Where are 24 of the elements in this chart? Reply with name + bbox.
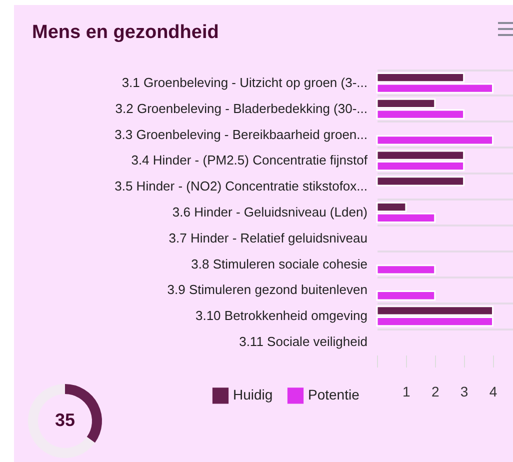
x-tick-label: 3	[460, 384, 468, 400]
y-tick-label: 3.4 Hinder - (PM2.5) Concentratie fijnstof	[131, 152, 368, 168]
y-tick-label: 3.5 Hinder - (NO2) Concentratie stikstofox...	[114, 178, 368, 194]
y-tick-label: 3.7 Hinder - Relatief geluidsniveau	[168, 230, 368, 246]
y-tick-label: 3.2 Groenbeleving - Bladerbedekking (30-...	[115, 100, 368, 116]
text: 35	[54, 410, 76, 430]
donut-slice	[28, 384, 95, 458]
y-tick-label: 3.9 Stimuleren gezond buitenleven	[167, 282, 368, 298]
y-tick-label: 3.3 Groenbeleving - Bereikbaarheid groen...	[114, 126, 368, 142]
legend-label: Huidig	[233, 386, 273, 403]
bar	[376, 176, 465, 186]
bar	[376, 135, 494, 146]
x-tick-label: 4	[489, 384, 498, 400]
y-tick-label: 3.1 Groenbeleving - Uitzicht op groen (3-...	[122, 74, 368, 90]
y-tick-label: 3.11 Sociale veiligheid	[239, 334, 368, 350]
bar	[376, 264, 436, 275]
x-tick-label: 2	[431, 384, 440, 400]
x-tick-label: 1	[402, 384, 411, 400]
y-tick-label: 3.8 Stimuleren sociale cohesie	[191, 256, 368, 272]
y-tick-label: 3.10 Betrokkenheid omgeving	[195, 308, 368, 324]
text: Mens en gezondheid	[32, 22, 219, 43]
bar	[376, 290, 436, 301]
y-tick-label: 3.6 Hinder - Geluidsniveau (Lden)	[172, 204, 368, 220]
legend-label: Potentie	[308, 386, 360, 403]
